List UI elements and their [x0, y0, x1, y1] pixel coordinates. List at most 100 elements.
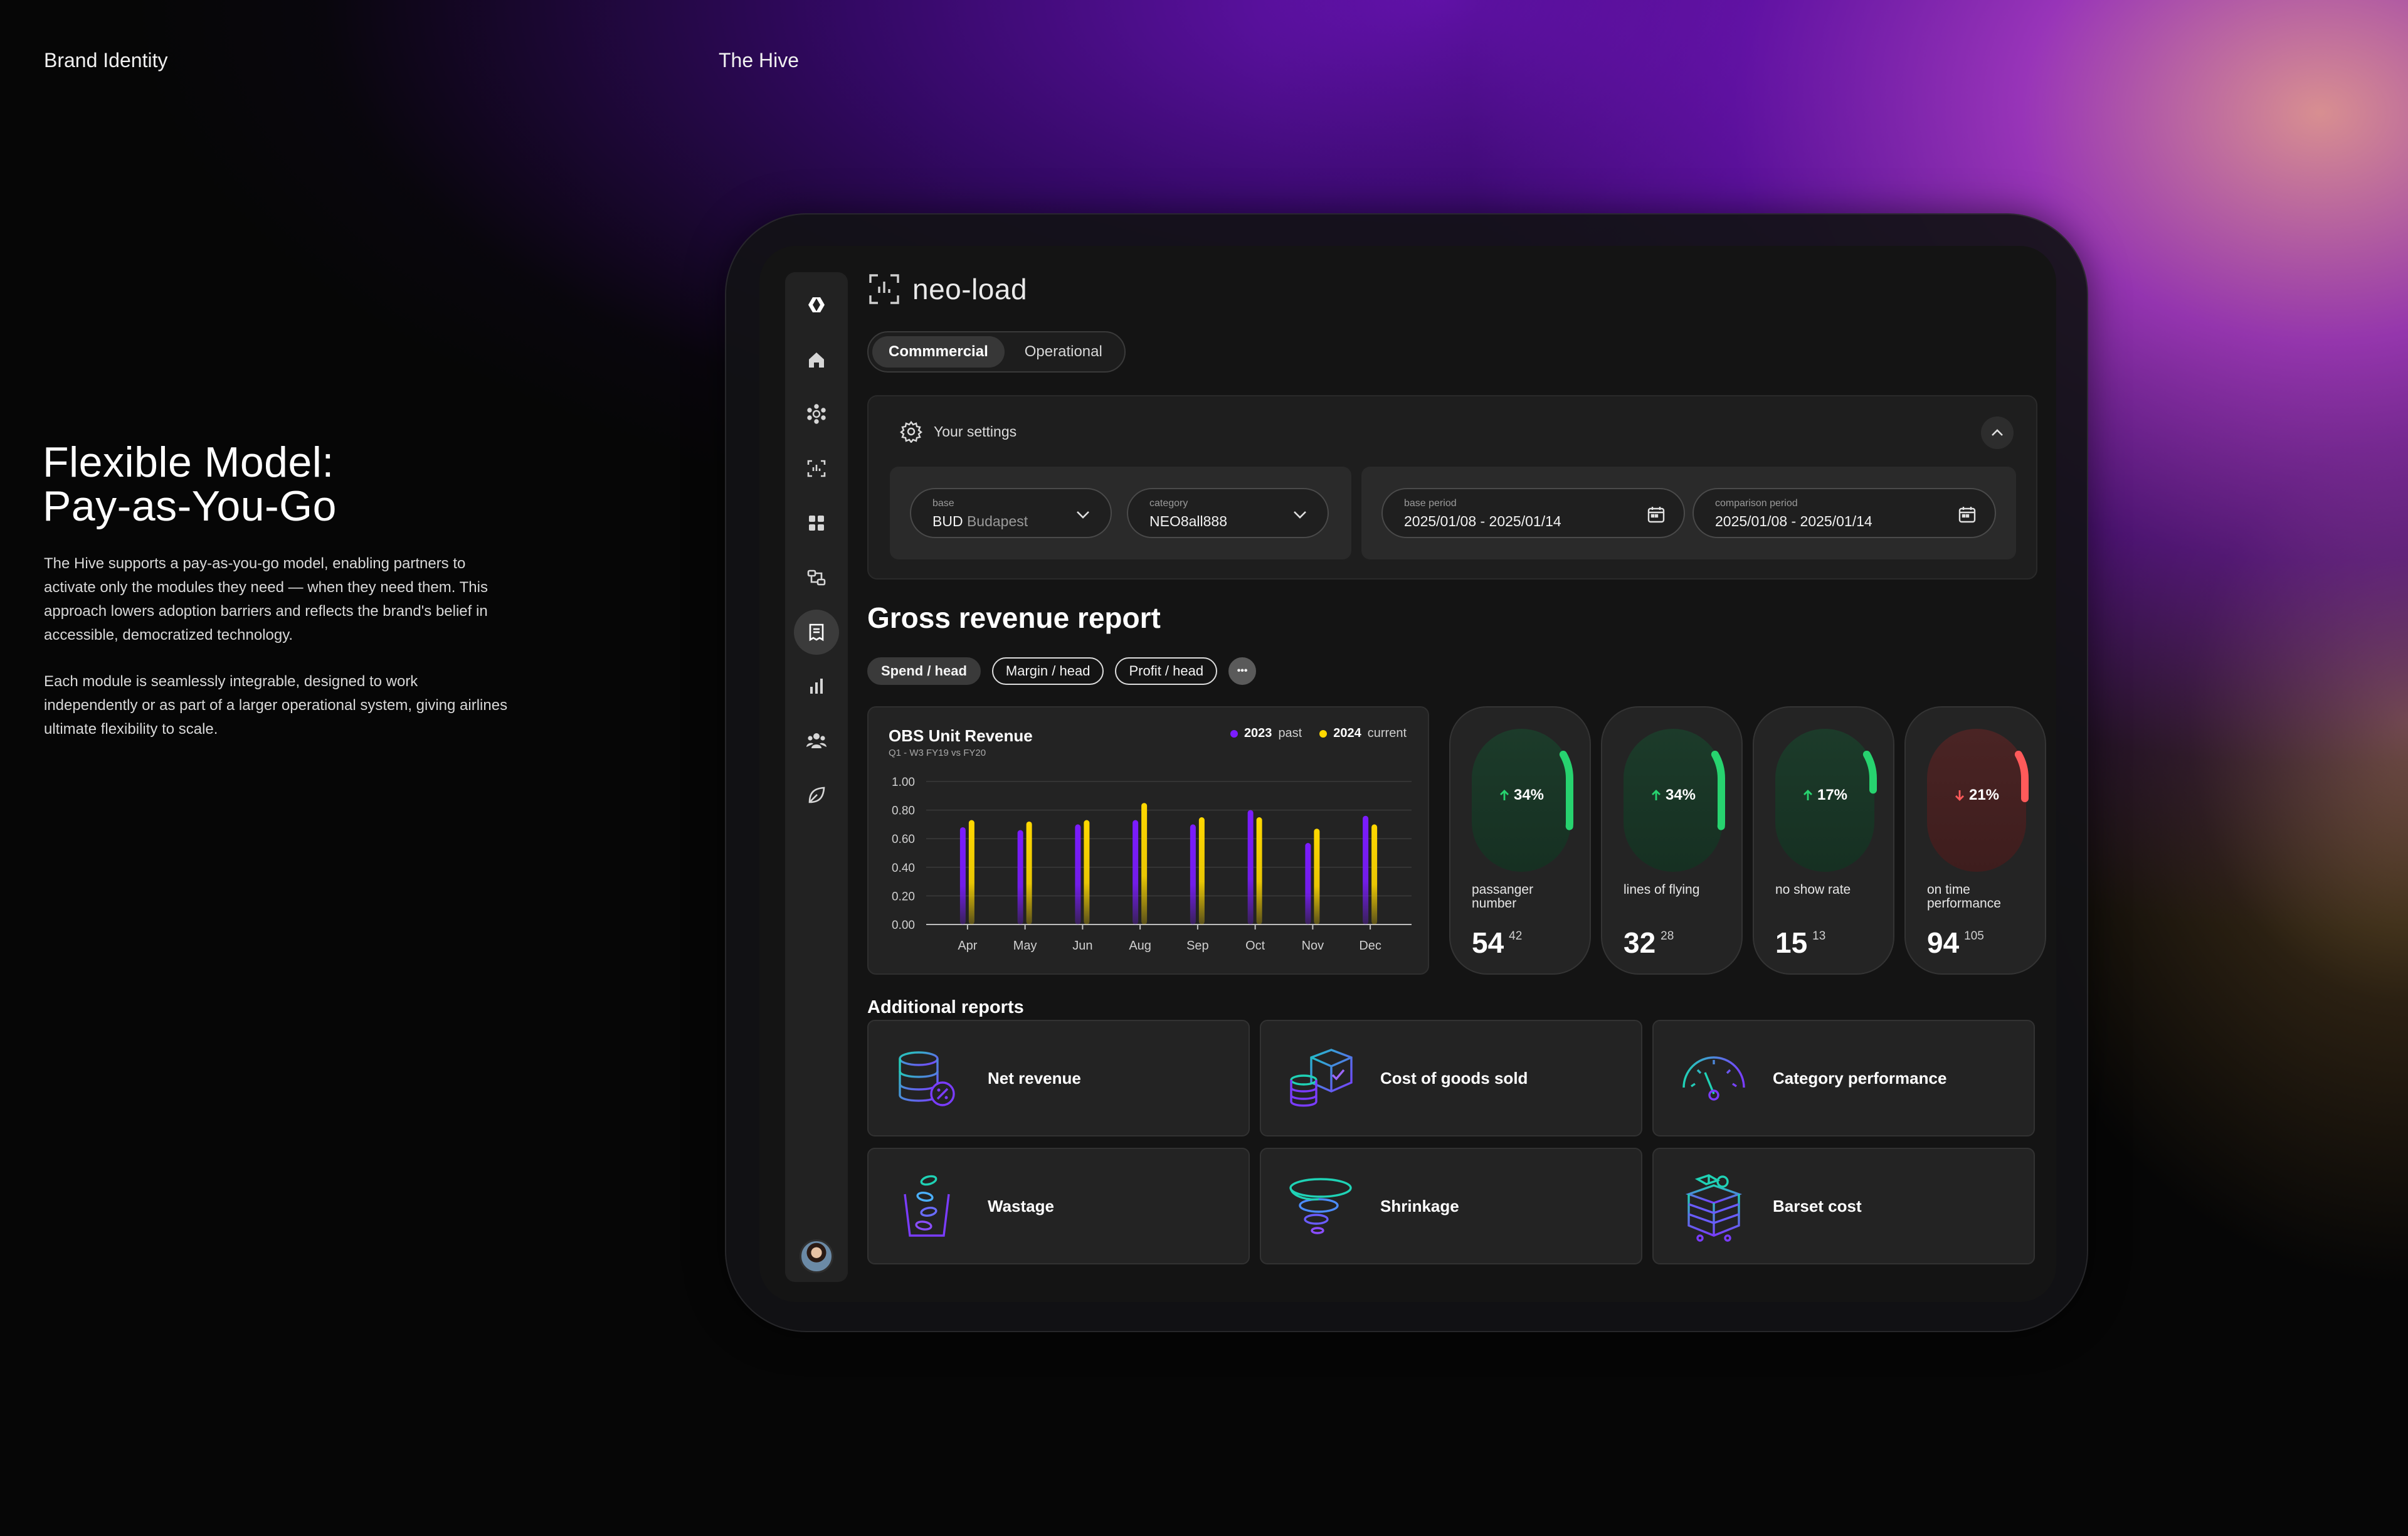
report-card-category-performance[interactable]: Category performance: [1652, 1020, 2035, 1136]
kpi-gauge: [1469, 726, 1573, 874]
bar-2024-nov: [1314, 829, 1320, 924]
chevron-down-icon: [1077, 511, 1089, 519]
additional-reports-title: Additional reports: [867, 997, 1024, 1017]
modules-icon[interactable]: [798, 504, 835, 542]
comparison-period-picker[interactable]: comparison period 2025/01/08 - 2025/01/1…: [1692, 488, 1996, 538]
bar-2024-sep: [1198, 817, 1205, 924]
report-card-net-revenue[interactable]: Net revenue: [867, 1020, 1250, 1136]
chevron-up-icon: [1992, 429, 2003, 436]
bar-2023-dec: [1363, 815, 1369, 924]
user-avatar[interactable]: [800, 1239, 833, 1273]
kpi-main-value: 54: [1472, 926, 1504, 959]
kpi-progress-arc: [1469, 726, 1573, 874]
kpi-progress-arc: [1925, 726, 2029, 874]
tablet-frame: neo-load Commmercial Operational Your se…: [725, 213, 2088, 1332]
headline-line-2: Pay-as-You-Go: [43, 482, 337, 530]
team-icon[interactable]: [798, 722, 835, 760]
base-select[interactable]: base BUD Budapest: [910, 488, 1112, 538]
brand-identity-label: Brand Identity: [44, 49, 168, 72]
calendar-icon: [1647, 507, 1665, 523]
arrow-down-icon: [1955, 790, 1964, 801]
flow-icon[interactable]: [798, 559, 835, 596]
legend-current: 2024 current: [1319, 726, 1407, 741]
gear-icon: [900, 421, 922, 443]
report-card-shrinkage[interactable]: Shrinkage: [1260, 1148, 1642, 1264]
base-period-label: base period: [1404, 498, 1457, 509]
arrow-up-icon: [1803, 790, 1812, 800]
settings-panel: Your settings base BUD Budapest category…: [867, 395, 2037, 580]
category-select[interactable]: category NEO8all888: [1127, 488, 1329, 538]
bar-2024-jun: [1084, 820, 1090, 924]
tornado-icon: [1289, 1178, 1352, 1234]
bar-2023-apr: [959, 827, 966, 924]
tab-operational[interactable]: Operational: [1024, 343, 1102, 360]
y-tick-label: 1.00: [892, 776, 915, 789]
x-tick-label: Nov: [1302, 939, 1324, 953]
legend-past: 2023 past: [1230, 726, 1302, 741]
x-tick-label: Apr: [958, 939, 977, 953]
report-icon[interactable]: [794, 610, 839, 655]
kpi-label: no show rate: [1775, 882, 1851, 897]
location-filters: base BUD Budapest category NEO8all888: [890, 467, 1351, 559]
kpi-previous-value: 42: [1509, 930, 1523, 943]
kpi-percent: 21%: [1925, 787, 2029, 804]
mode-tabs: Commmercial Operational: [867, 331, 1126, 373]
kpi-main-value: 94: [1927, 926, 1960, 959]
chip-spend-head[interactable]: Spend / head: [867, 657, 981, 685]
x-tick-label: Oct: [1245, 939, 1265, 953]
y-tick-label: 0.80: [892, 805, 915, 818]
more-chips-button[interactable]: •••: [1228, 657, 1257, 685]
tab-commercial[interactable]: Commmercial: [872, 336, 1005, 368]
base-period-picker[interactable]: base period 2025/01/08 - 2025/01/14: [1381, 488, 1685, 538]
intro-paragraph: The Hive supports a pay-as-you-go model,…: [44, 555, 488, 644]
comparison-period-value: 2025/01/08 - 2025/01/14: [1715, 513, 1872, 529]
report-card-label: Cost of goods sold: [1380, 1069, 1528, 1088]
kpi-value: 54 42: [1472, 927, 1522, 958]
chart-title: OBS Unit Revenue: [889, 726, 1033, 745]
network-icon[interactable]: [798, 395, 835, 433]
bar-2023-jun: [1075, 824, 1081, 924]
report-card-label: Category performance: [1773, 1069, 1947, 1088]
calendar-icon: [1958, 507, 1976, 523]
bar-2023-oct: [1247, 810, 1254, 924]
base-label: base: [932, 498, 954, 509]
bar-2023-aug: [1133, 820, 1139, 924]
x-tick-label: Sep: [1186, 939, 1209, 953]
report-card-cost-of-goods-sold[interactable]: Cost of goods sold: [1260, 1020, 1642, 1136]
report-card-wastage[interactable]: Wastage: [867, 1148, 1250, 1264]
leaf-icon[interactable]: [798, 776, 835, 814]
report-title: Gross revenue report: [867, 601, 1161, 634]
kpi-card[interactable]: 21% on time performance 94 105: [1904, 706, 2046, 975]
bar-chart-icon[interactable]: [798, 667, 835, 705]
kpi-gauge: [1621, 726, 1725, 874]
settings-header: Your settings: [900, 420, 1017, 443]
x-tick-label: May: [1013, 939, 1037, 953]
waste-bin-icon: [904, 1175, 950, 1237]
kpi-value: 32 28: [1624, 927, 1674, 958]
kpi-gauge: [1773, 726, 1877, 874]
report-card-label: Barset cost: [1773, 1197, 1862, 1216]
kpi-card[interactable]: 34% passanger number 54 42: [1449, 706, 1591, 975]
y-tick-label: 0.00: [892, 919, 915, 932]
app-brand: neo-load: [867, 272, 1027, 306]
scan-icon[interactable]: [798, 450, 835, 487]
kpi-card[interactable]: 34% lines of flying 32 28: [1601, 706, 1743, 975]
bar-2024-oct: [1256, 817, 1262, 924]
obs-revenue-chart: 1.00 0.80 0.60 0.40 0.20 0.00 Apr May Jun Aug Sep O…: [867, 706, 1429, 975]
hive-logo-icon[interactable]: [798, 286, 835, 324]
bar-2024-may: [1026, 821, 1032, 924]
settings-title: Your settings: [934, 423, 1017, 440]
home-icon[interactable]: [798, 341, 835, 379]
kpi-label: passanger number: [1472, 882, 1534, 911]
kpi-value: 15 13: [1775, 927, 1825, 958]
report-card-barset-cost[interactable]: Barset cost: [1652, 1148, 2035, 1264]
y-tick-label: 0.60: [892, 833, 915, 846]
chip-margin-head[interactable]: Margin / head: [991, 657, 1104, 685]
chart-subtitle: Q1 - W3 FY19 vs FY20: [889, 748, 986, 758]
chip-profit-head[interactable]: Profit / head: [1115, 657, 1218, 685]
collapse-settings-button[interactable]: [1981, 416, 2014, 449]
kpi-card[interactable]: 17% no show rate 15 13: [1753, 706, 1894, 975]
x-tick-label: Aug: [1129, 939, 1151, 953]
base-period-value: 2025/01/08 - 2025/01/14: [1404, 513, 1561, 529]
report-card-label: Shrinkage: [1380, 1197, 1459, 1216]
